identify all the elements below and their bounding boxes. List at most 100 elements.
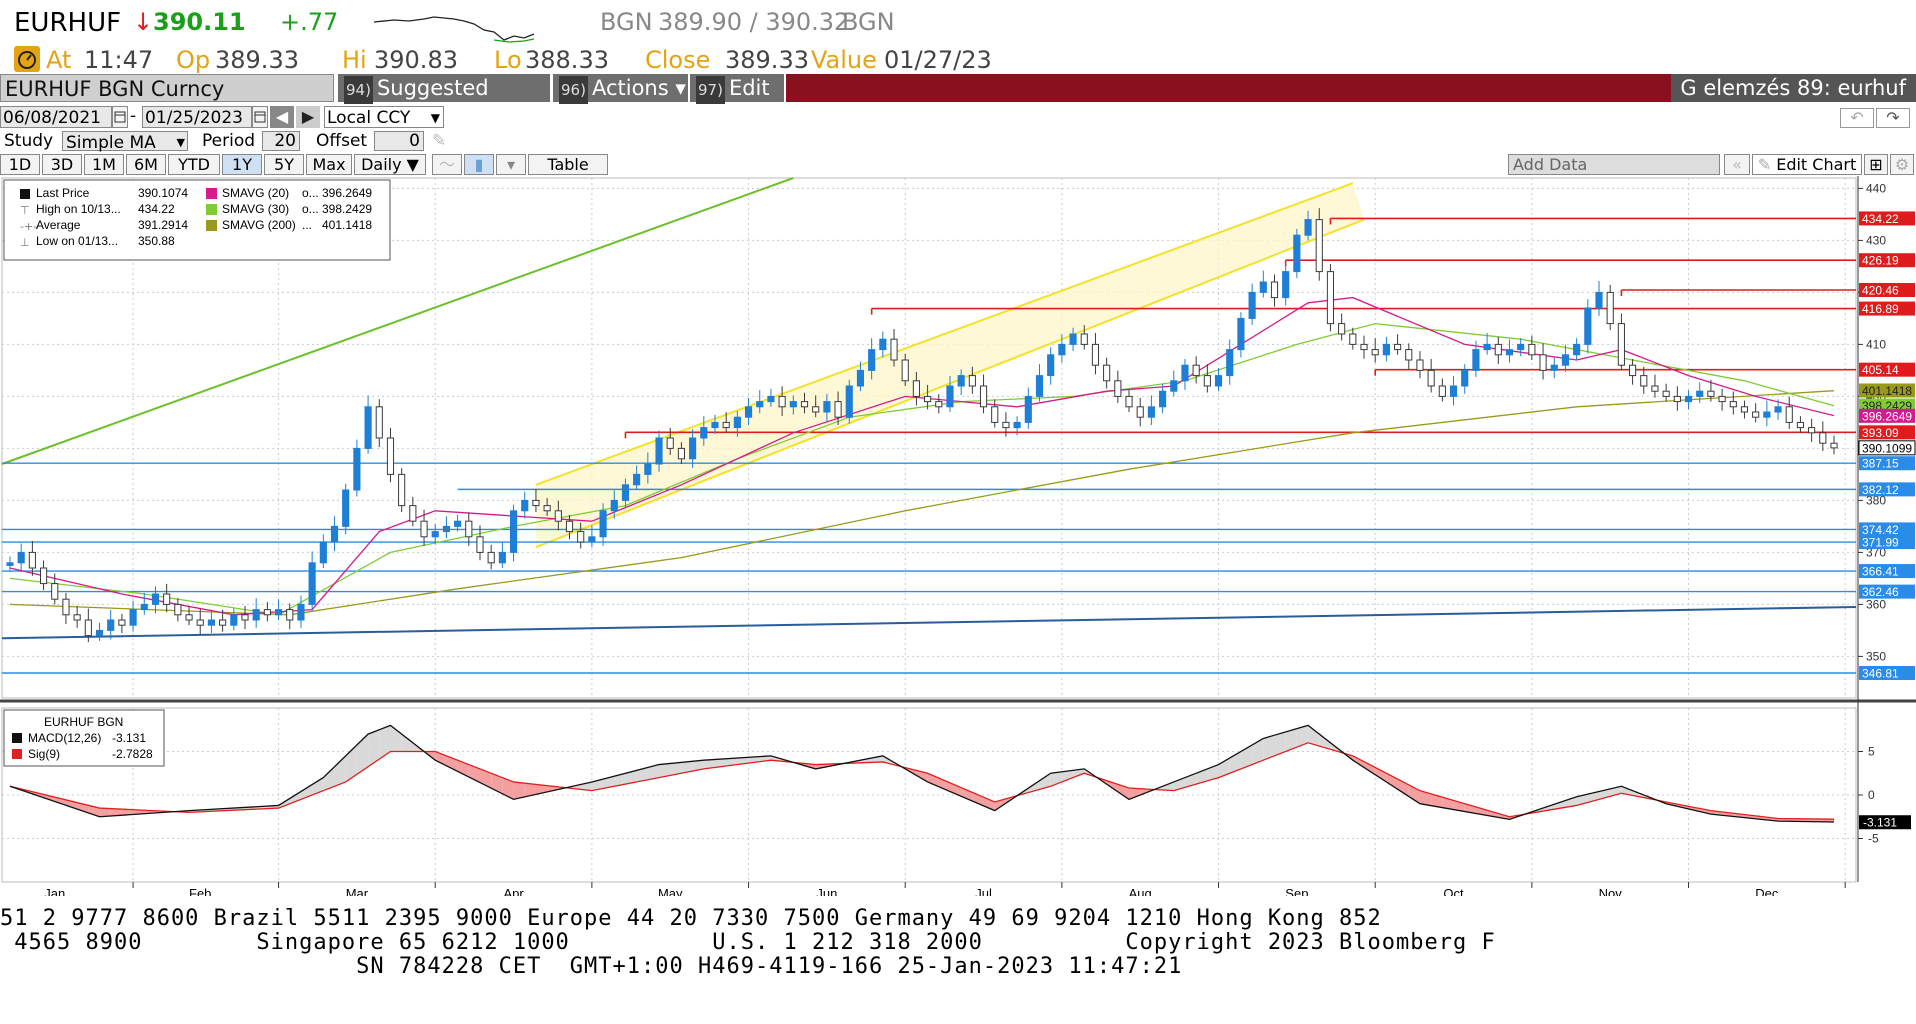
alert-icon[interactable] <box>14 46 40 72</box>
candle-body <box>1662 390 1670 397</box>
security-field[interactable]: EURHUF BGN Curncy <box>0 74 334 102</box>
suggested-charts-button[interactable]: 94)Suggested Charts <box>338 74 550 130</box>
range-ytd[interactable]: YTD <box>168 154 220 175</box>
study-select[interactable]: Simple MA ▼ <box>62 131 188 153</box>
month-label: Sep <box>1285 886 1308 896</box>
candle-body <box>51 583 59 600</box>
chevron-down-icon: ▼ <box>430 111 440 125</box>
macd-diff-fill <box>916 770 928 782</box>
candle-body <box>968 375 976 387</box>
chart-settings-icon[interactable]: ⊞ <box>1864 154 1888 175</box>
candle-body <box>375 406 383 439</box>
range-max[interactable]: Max <box>306 154 352 175</box>
add-data-field[interactable]: Add Data <box>1508 154 1720 175</box>
candle-body <box>1047 354 1055 377</box>
frequency-select[interactable]: Daily ▼ <box>354 154 426 175</box>
candle-body <box>700 427 708 439</box>
gear-icon[interactable]: ⚙ <box>1890 154 1914 175</box>
macd-diff-fill <box>323 766 335 791</box>
macd-diff-fill <box>1554 800 1566 810</box>
candle-chart-icon[interactable]: ▮ <box>464 154 494 175</box>
calendar-from-icon[interactable] <box>112 106 128 128</box>
candle-body <box>409 505 417 522</box>
quote-header: EURHUF ↓ 390.11 +.77 BGN 389.90 / 390.32… <box>0 0 1916 43</box>
candle-body <box>73 614 81 621</box>
date-to-field[interactable]: 01/25/2023 <box>142 106 252 128</box>
axis-value-label: 416.89 <box>1859 301 1915 316</box>
macd-diff-fill <box>670 762 682 776</box>
price-tick-label: 380 <box>1866 493 1886 507</box>
axis-value-bg <box>1859 283 1915 298</box>
actions-button[interactable]: 96) Actions ▾ <box>553 74 688 104</box>
range-5y[interactable]: 5Y <box>264 154 304 175</box>
axis-value-bg <box>1859 522 1915 537</box>
candle-body <box>1517 343 1525 351</box>
table-button[interactable]: Table <box>528 154 608 175</box>
candle-body <box>95 629 104 637</box>
undo-icon[interactable]: ↶ <box>1840 108 1874 128</box>
range-1d[interactable]: 1D <box>0 154 40 175</box>
period-field[interactable]: 20 <box>262 131 300 151</box>
collapse-icon[interactable]: « <box>1724 154 1750 175</box>
candle-body <box>1584 307 1592 345</box>
candle-body <box>230 614 238 626</box>
calendar-to-icon[interactable] <box>252 106 268 128</box>
candle-body <box>1069 333 1077 345</box>
chart-area[interactable]: 350360370380390400410420430440434.22426.… <box>0 176 1916 896</box>
edit-button[interactable]: 97) Edit ▾ <box>690 74 784 130</box>
macd-diff-fill <box>1073 768 1085 778</box>
suggested-num: 94) <box>344 76 373 104</box>
line-chart-icon[interactable]: 〜 <box>432 154 462 175</box>
footer-session: SN 784228 CET GMT+1:00 H469-4119-166 25-… <box>0 954 1183 979</box>
date-from-field[interactable]: 06/08/2021 <box>0 106 112 128</box>
candle-body <box>1550 364 1558 371</box>
macd-diff-fill <box>1162 781 1174 791</box>
candle-body <box>1707 390 1715 397</box>
candle-body <box>454 520 462 527</box>
candle-body <box>1147 406 1155 418</box>
range-1m[interactable]: 1M <box>84 154 124 175</box>
redo-icon[interactable]: ↷ <box>1876 108 1910 128</box>
axis-value-bg <box>1859 253 1915 268</box>
axis-value-text: 382.12 <box>1862 483 1899 497</box>
legend-value: 398.2429 <box>322 202 372 216</box>
scroll-right-icon[interactable]: ▶ <box>296 106 320 128</box>
candle-body <box>1371 349 1379 356</box>
candle-body <box>1282 271 1290 299</box>
candle-body <box>207 619 216 626</box>
range-3d[interactable]: 3D <box>42 154 82 175</box>
axis-value-label: 401.1418 <box>1859 383 1915 398</box>
offset-field[interactable]: 0 <box>374 131 424 151</box>
high-label: Hi <box>342 46 367 74</box>
chart-type-dropdown-icon[interactable]: ▾ <box>496 154 526 175</box>
candle-body <box>1830 442 1838 449</box>
legend-label: SMAVG (200) <box>222 218 296 232</box>
pencil-icon[interactable]: ✎ <box>432 131 447 151</box>
axis-value-label: 346.81 <box>1859 665 1915 680</box>
candle-body <box>174 603 182 616</box>
navy-trendline <box>1 606 1857 640</box>
candle-body <box>1013 421 1021 429</box>
candle-body <box>129 609 137 626</box>
macd-diff-fill <box>513 781 525 800</box>
scroll-left-icon[interactable]: ◀ <box>270 106 294 128</box>
candle-body <box>1394 343 1402 351</box>
candle-body <box>935 401 943 408</box>
range-1y[interactable]: 1Y <box>222 154 262 175</box>
macd-diff-fill <box>1565 796 1577 808</box>
axis-value-label: 420.46 <box>1859 283 1915 298</box>
macd-diff-fill <box>614 773 626 787</box>
macd-diff-fill <box>1106 780 1118 792</box>
candle-body <box>711 421 719 429</box>
study-row: Study Simple MA ▼ Period 20 Offset 0 ✎ <box>0 130 1916 153</box>
macd-diff-fill <box>524 783 536 797</box>
range-6m[interactable]: 6M <box>126 154 166 175</box>
axis-value-label: 387.15 <box>1859 456 1915 471</box>
edit-chart-button[interactable]: ✎ Edit Chart <box>1752 154 1862 175</box>
macd-diff-fill <box>1117 784 1130 800</box>
edit-chart-label: Edit Chart <box>1776 155 1857 174</box>
candle-body <box>812 406 820 413</box>
channel-upper <box>535 182 1354 486</box>
currency-select[interactable]: Local CCY ▼ <box>324 106 444 128</box>
title-bar <box>786 74 1671 102</box>
